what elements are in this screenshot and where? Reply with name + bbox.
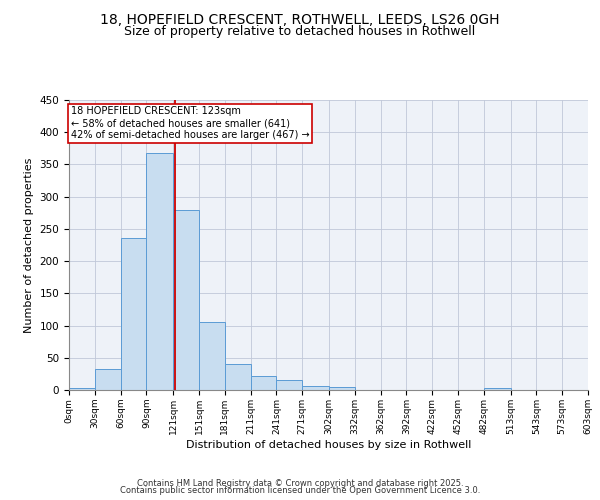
Bar bbox=[302, 386, 329, 390]
Text: Contains HM Land Registry data © Crown copyright and database right 2025.: Contains HM Land Registry data © Crown c… bbox=[137, 478, 463, 488]
Bar bbox=[173, 210, 199, 390]
Bar bbox=[69, 388, 95, 390]
Text: Size of property relative to detached houses in Rothwell: Size of property relative to detached ho… bbox=[124, 25, 476, 38]
Bar bbox=[121, 238, 146, 390]
Bar bbox=[95, 370, 121, 390]
Bar bbox=[251, 376, 277, 390]
Bar bbox=[484, 388, 511, 390]
X-axis label: Distribution of detached houses by size in Rothwell: Distribution of detached houses by size … bbox=[186, 440, 471, 450]
Bar bbox=[146, 153, 173, 390]
Text: Contains public sector information licensed under the Open Government Licence 3.: Contains public sector information licen… bbox=[120, 486, 480, 495]
Bar bbox=[329, 388, 355, 390]
Bar bbox=[225, 364, 251, 390]
Bar bbox=[277, 380, 302, 390]
Y-axis label: Number of detached properties: Number of detached properties bbox=[24, 158, 34, 332]
Text: 18, HOPEFIELD CRESCENT, ROTHWELL, LEEDS, LS26 0GH: 18, HOPEFIELD CRESCENT, ROTHWELL, LEEDS,… bbox=[100, 12, 500, 26]
Bar bbox=[199, 322, 225, 390]
Text: 18 HOPEFIELD CRESCENT: 123sqm
← 58% of detached houses are smaller (641)
42% of : 18 HOPEFIELD CRESCENT: 123sqm ← 58% of d… bbox=[71, 106, 310, 140]
